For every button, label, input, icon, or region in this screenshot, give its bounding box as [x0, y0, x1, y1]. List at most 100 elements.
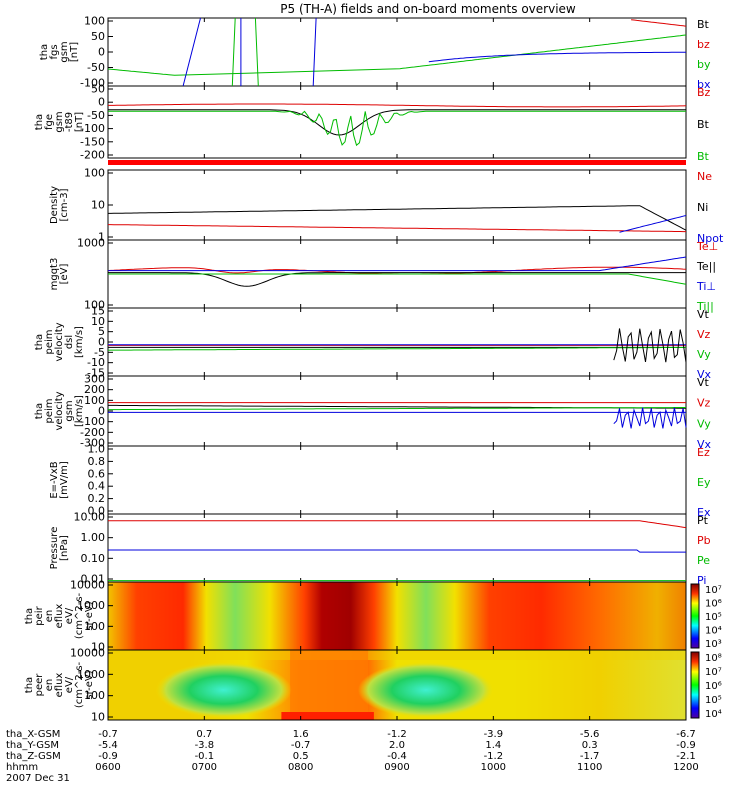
series-bx — [428, 51, 686, 63]
ephemeris-table: tha_X-GSM -0.7 0.7 1.6 -1.2 -3.9 -5.6 -6.7 tha_Y… — [6, 729, 699, 784]
time-tick-label: 1200 — [673, 762, 698, 773]
colorbar-label: 10⁷ — [705, 667, 722, 678]
panel-ylabel: gsm — [64, 400, 75, 421]
time-tick-label: 0700 — [192, 762, 217, 773]
panel-ylabel: eV/ — [64, 607, 75, 624]
series-bz2 — [108, 103, 687, 108]
ephemeris-value: -3.8 — [195, 740, 215, 751]
y-tick-label: 100 — [84, 167, 105, 180]
series-ti-par — [108, 273, 687, 285]
series-pi — [108, 549, 686, 553]
ephemeris-value: -2.1 — [676, 751, 696, 762]
ephemeris-value: 0.3 — [582, 740, 598, 751]
ephemeris-value: 0.7 — [196, 729, 212, 740]
y-tick-label: -5 — [94, 346, 105, 359]
y-tick-label: 15 — [91, 305, 105, 318]
panel-ylabel: Pressure — [49, 527, 60, 570]
panel-ylabel: eflux — [54, 673, 65, 698]
panel-ylabel: (cm^2-s- — [74, 661, 85, 708]
panel-ylabel: fge — [44, 114, 55, 130]
electron-spectrogram-band — [290, 650, 369, 720]
y-tick-label: 10 — [91, 315, 105, 328]
legend-label: bx — [697, 78, 711, 91]
panel-ylabel: mgqt3 — [49, 258, 60, 291]
ephemeris-value: -0.9 — [98, 751, 118, 762]
y-tick-label: 0 — [98, 46, 105, 59]
legend-label: Pi — [697, 574, 706, 587]
panel-ylabel: tha — [34, 403, 45, 419]
panel-ylabel: [km/s] — [74, 395, 85, 427]
panel-ylabel: tha — [39, 44, 50, 60]
ephemeris-value: -5.6 — [580, 729, 600, 740]
legend-label: Vy — [697, 348, 711, 361]
time-tick-label: 1000 — [481, 762, 506, 773]
y-tick-label: 100 — [84, 394, 105, 407]
y-tick-label: 0.2 — [88, 492, 106, 505]
legend-label: Ti|| — [696, 300, 714, 313]
ephemeris-value: -0.1 — [195, 751, 215, 762]
electron-blob-1 — [155, 662, 292, 718]
series-bt2 — [108, 109, 686, 136]
y-tick-label: -100 — [80, 77, 105, 90]
legend-label: Vy — [697, 417, 711, 430]
legend-label: Ti⊥ — [696, 280, 716, 293]
ephemeris-value: -0.7 — [98, 729, 118, 740]
ephemeris-value: 2.0 — [389, 740, 405, 751]
ephemeris-value: -0.4 — [387, 751, 407, 762]
legend-label: Vx — [697, 438, 712, 451]
y-tick-label: -50 — [87, 109, 105, 122]
panel-ylabel: Density — [49, 186, 60, 224]
series-by — [107, 34, 687, 76]
panel-ylabel: tha — [34, 114, 45, 130]
ephemeris-value: -0.9 — [676, 740, 696, 751]
panel-ylabel: [nT] — [69, 42, 80, 62]
y-tick-label: 10 — [91, 711, 105, 724]
ephemeris-value: 1.6 — [293, 729, 309, 740]
ion-spectrogram — [108, 582, 686, 650]
marker-bar — [108, 160, 686, 165]
series-ti-perp — [108, 256, 687, 272]
legend-label: Pt — [697, 514, 709, 527]
panel-ylabel: gsm — [54, 111, 65, 132]
series-by-spike — [254, 17, 259, 87]
panel-frame — [107, 17, 687, 87]
time-tick-label: 0900 — [384, 762, 409, 773]
legend-label: Pe — [697, 554, 710, 567]
panel-frame — [107, 375, 687, 447]
y-tick-label: -10 — [87, 356, 105, 369]
y-tick-label: 0.8 — [88, 455, 106, 468]
ephemeris-value: -1.7 — [580, 751, 600, 762]
panel-ylabel: tha — [34, 334, 45, 350]
ephemeris-value: -1.2 — [387, 729, 407, 740]
legend-label: Bz — [697, 86, 711, 99]
series-vx6-noise — [613, 407, 687, 429]
time-tick-label: 0800 — [288, 762, 313, 773]
panel-ylabel: peim — [44, 329, 55, 354]
panel-ylabel: sr-eV) — [84, 601, 95, 630]
y-tick-label: 1.0 — [88, 443, 106, 456]
ephemeris-row-label: tha_Y-GSM — [6, 740, 59, 751]
panel-ylabel: dsl — [64, 335, 75, 349]
series-bt2-green — [108, 110, 686, 147]
legend-label: Bt — [697, 18, 710, 31]
y-tick-label: -150 — [80, 135, 105, 148]
y-tick-label: 1.00 — [81, 531, 106, 544]
series-ni — [108, 205, 687, 231]
ephemeris-value: -3.9 — [484, 729, 504, 740]
legend-label: Pb — [697, 534, 711, 547]
panel-ylabel: -t89 — [64, 112, 75, 132]
legend-label: bz — [697, 38, 710, 51]
panel-ylabel: eV/ — [64, 676, 75, 693]
panel-ylabel: en — [44, 610, 55, 623]
y-tick-label: -100 — [80, 415, 105, 428]
y-tick-label: 100 — [84, 689, 105, 702]
time-tick-label: 0600 — [95, 762, 120, 773]
y-tick-label: 1000 — [77, 668, 105, 681]
panel-frame — [107, 513, 687, 583]
panel-ylabel: velocity — [54, 391, 65, 430]
panel-frame — [107, 307, 687, 377]
y-tick-label: 10 — [91, 641, 105, 654]
legend-label: Npot — [697, 232, 724, 245]
y-tick-label: 50 — [91, 30, 105, 43]
